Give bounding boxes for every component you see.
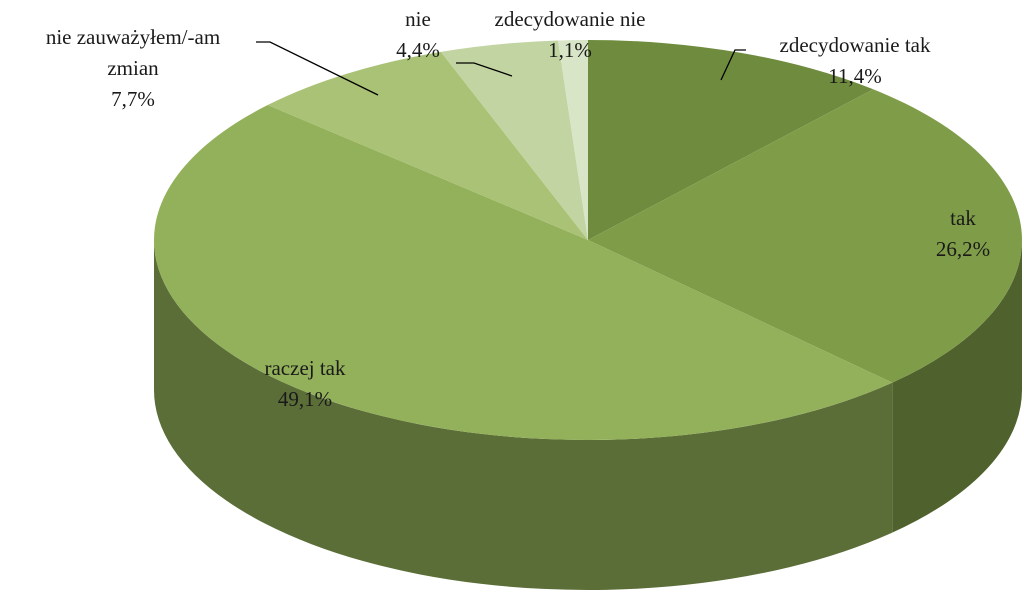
category-label: tak xyxy=(950,206,976,230)
slice xyxy=(588,40,874,240)
category-label: nie zauważyłem/-am zmian xyxy=(45,25,221,80)
slice xyxy=(267,51,588,241)
leader-line xyxy=(456,62,513,77)
data-label: zdecydowanie tak 11,4% xyxy=(779,30,930,92)
sides xyxy=(154,240,1022,590)
value-label: 49,1% xyxy=(277,387,333,411)
value-label: 7,7% xyxy=(111,87,155,111)
slice xyxy=(557,40,588,240)
category-label: nie xyxy=(405,7,431,31)
data-label: nie zauważyłem/-am zmian 7,7% xyxy=(18,22,248,115)
tops xyxy=(154,40,1022,440)
value-label: 26,2% xyxy=(935,237,991,261)
data-label: raczej tak 49,1% xyxy=(264,353,345,415)
leader-line xyxy=(256,41,379,96)
data-label: zdecydowanie nie 1,1% xyxy=(494,4,645,66)
data-label: tak 26,2% xyxy=(936,203,990,265)
category-label: raczej tak xyxy=(264,356,346,380)
leader-lines xyxy=(256,41,746,96)
data-label: nie 4,4% xyxy=(396,4,440,66)
value-label: 4,4% xyxy=(396,38,440,62)
slice xyxy=(440,40,588,240)
slice xyxy=(588,89,1022,383)
leader-line xyxy=(720,49,746,81)
slice xyxy=(154,105,893,440)
value-label: 11,4% xyxy=(828,64,882,88)
category-label: zdecydowanie tak xyxy=(779,33,931,57)
category-label: zdecydowanie nie xyxy=(494,7,646,31)
slice-side xyxy=(154,240,893,590)
slice-side xyxy=(892,240,1022,533)
value-label: 1,1% xyxy=(548,38,592,62)
